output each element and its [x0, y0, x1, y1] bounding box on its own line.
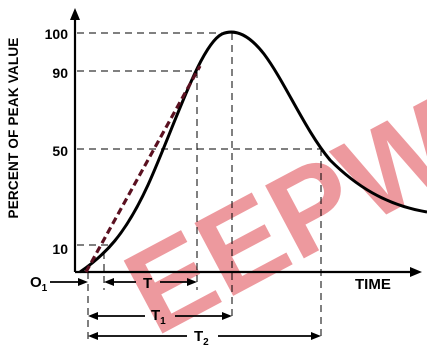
origin-arrow-icon — [78, 278, 88, 286]
y-axis-title: PERCENT OF PEAK VALUE — [6, 38, 21, 219]
virtual-front-line — [84, 65, 202, 273]
waveform-curve — [79, 30, 427, 274]
interval-t2-label: T2 — [194, 328, 209, 348]
interval-t2-right-arrow-icon — [311, 332, 321, 340]
interval-t-left-arrow-icon — [104, 278, 114, 286]
x-axis-label: TIME — [355, 276, 391, 293]
y-tick-10: 10 — [52, 241, 68, 257]
interval-t1-left-arrow-icon — [88, 312, 98, 320]
y-tick-100: 100 — [45, 26, 69, 42]
interval-t2-left-arrow-icon — [88, 332, 98, 340]
interval-t-right-arrow-icon — [187, 278, 197, 286]
interval-t-label: T — [143, 275, 152, 292]
y-axis-arrow-icon — [70, 8, 80, 20]
interval-t1-right-arrow-icon — [222, 312, 232, 320]
origin-label: O1 — [30, 274, 48, 294]
x-axis-arrow-icon — [410, 267, 422, 277]
y-tick-50: 50 — [52, 143, 68, 159]
y-tick-90: 90 — [52, 65, 68, 81]
interval-t1-label: T1 — [151, 307, 166, 327]
